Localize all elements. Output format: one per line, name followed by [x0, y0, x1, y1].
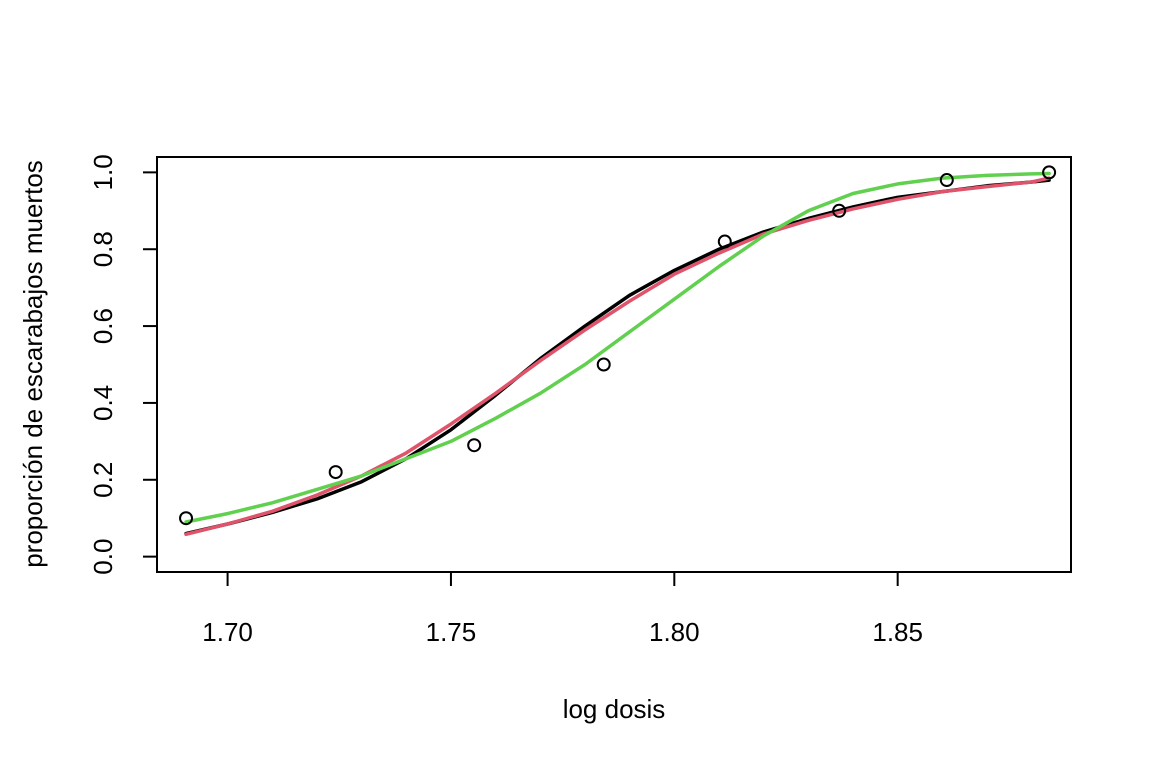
y-tick-label: 0.8	[88, 231, 118, 267]
fitted-curve-3	[184, 171, 1051, 524]
fitted-curve-1	[184, 178, 1051, 536]
x-tick-label: 1.70	[202, 617, 253, 647]
plot-box	[156, 156, 1072, 573]
observed-points	[179, 165, 1057, 526]
data-point	[832, 203, 847, 218]
x-axis: 1.70 1.75 1.80 1.85	[202, 571, 923, 647]
x-tick-label: 1.85	[872, 617, 923, 647]
y-axis-label: proporción de escarabajos muertos	[18, 160, 48, 568]
y-tick-label: 0.6	[88, 308, 118, 344]
data-point	[467, 438, 482, 453]
data-point	[717, 234, 732, 249]
y-tick-label: 0.2	[88, 462, 118, 498]
x-tick-label: 1.75	[426, 617, 477, 647]
data-point	[1042, 165, 1057, 180]
y-tick-label: 0.4	[88, 385, 118, 421]
fitted-curves	[184, 171, 1051, 537]
fitted-curve-2	[184, 176, 1051, 537]
y-tick-label: 1.0	[88, 154, 118, 190]
data-point	[939, 173, 954, 188]
x-tick-label: 1.80	[649, 617, 700, 647]
data-point	[328, 465, 343, 480]
x-axis-label: log dosis	[563, 694, 666, 724]
y-tick-label: 0.0	[88, 539, 118, 575]
y-axis: 0.0 0.2 0.4 0.6 0.8 1.0	[88, 154, 158, 575]
data-point	[596, 357, 611, 372]
data-point	[179, 511, 194, 526]
